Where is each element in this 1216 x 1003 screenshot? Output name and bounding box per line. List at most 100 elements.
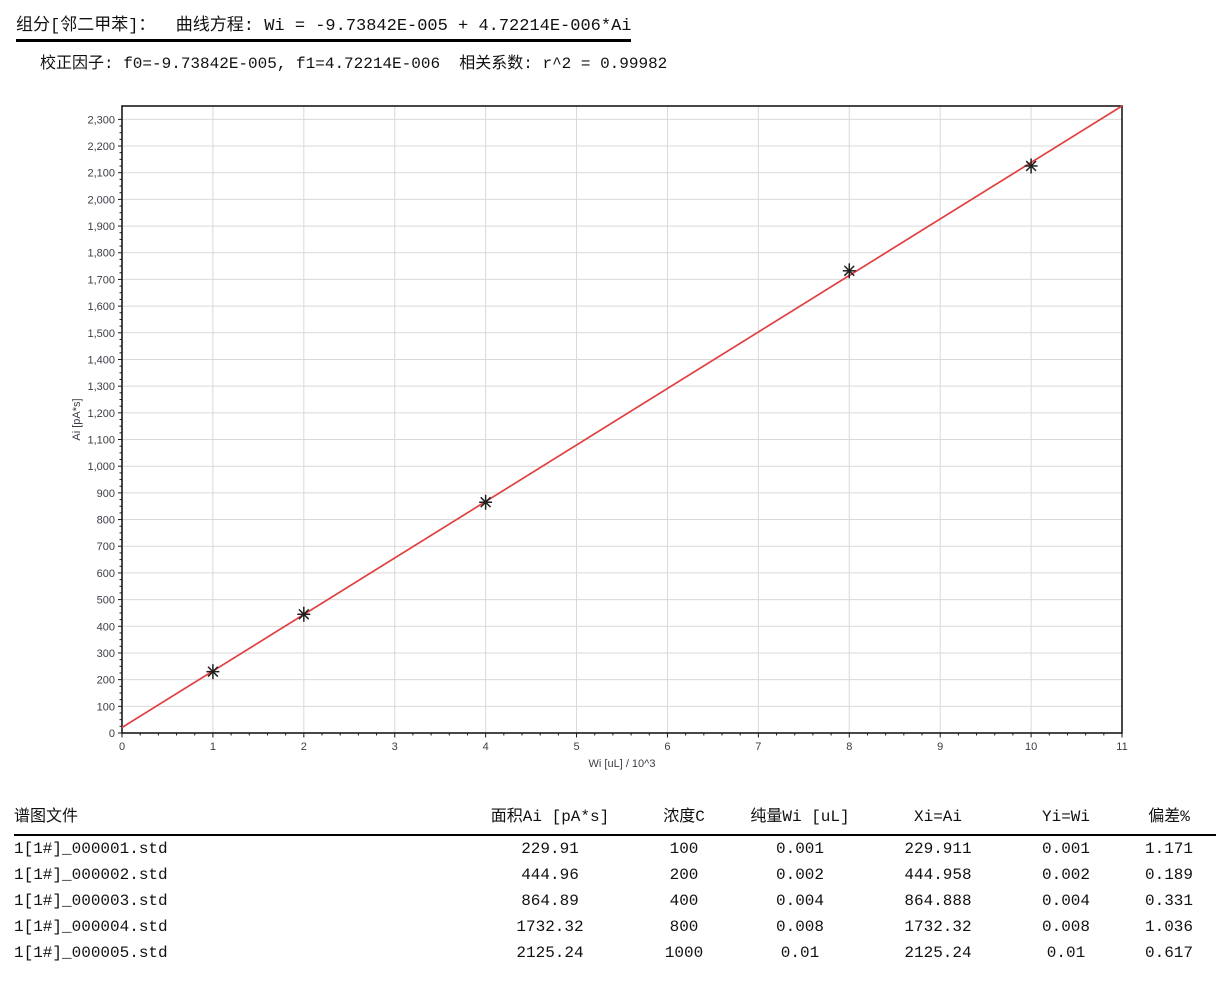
table-cell: 0.617 [1144,944,1193,962]
y-tick-label: 1,700 [87,274,115,286]
y-tick-label: 500 [97,595,115,607]
report-header: 组分[邻二甲苯]： 曲线方程: Wi = -9.73842E-005 + 4.7… [16,10,667,73]
table-cell: 0.004 [775,892,824,910]
table-cell: 444.96 [521,866,579,884]
y-tick-label: 1,300 [87,381,115,393]
marker-spoke [298,608,310,620]
x-axis-title: Wi [uL] / 10^3 [589,758,656,770]
y-tick-label: 2,200 [87,141,115,153]
table-cell: 0.004 [1041,892,1090,910]
table-cell: 1732.32 [516,918,584,936]
table-header-cell: Xi=Ai [913,808,962,826]
x-tick-label: 0 [119,741,125,753]
table-header-cell: 纯量Wi [uL] [750,808,850,826]
table-cell: 864.888 [904,892,972,910]
x-tick-label: 6 [664,741,670,753]
spectrum-file-cell: 1[1#]_000001.std [14,840,168,858]
data-point-marker [842,263,856,279]
table-cell: 0.002 [1041,866,1090,884]
table-cell: 444.958 [904,866,972,884]
table-cell: 1000 [664,944,704,962]
calibration-factors-line: 校正因子: f0=-9.73842E-005, f1=4.72214E-006 … [40,55,668,73]
y-tick-label: 400 [97,621,115,633]
table-header-cell: 面积Ai [pA*s] [490,808,610,826]
data-point-marker [297,606,311,622]
table-header-cell: 谱图文件 [14,808,79,826]
spectrum-file-cell: 1[1#]_000003.std [14,892,168,910]
marker-spoke [1025,160,1037,172]
calibration-fit-line [121,105,1123,729]
table-cell: 0.01 [1046,944,1086,962]
table-cell: 0.001 [775,840,824,858]
x-tick-label: 4 [483,741,489,753]
table-cell: 0.01 [780,944,820,962]
table-cell: 0.002 [775,866,824,884]
calibration-table: 谱图文件 面积Ai [pA*s] 浓度C 纯量Wi [uL] Xi=Ai Yi=Wi 偏差%… [14,802,1216,966]
x-tick-label: 3 [392,741,398,753]
table-cell: 1732.32 [904,918,972,936]
y-tick-label: 200 [97,675,115,687]
y-tick-label: 1,600 [87,301,115,313]
y-tick-label: 1,400 [87,354,115,366]
table-row: 1[1#]_000004.std 1732.32 800 0.008 1732.32 0.… [14,914,1216,940]
spectrum-file-cell: 1[1#]_000004.std [14,918,168,936]
table-cell: 0.331 [1144,892,1193,910]
table-cell: 1.171 [1144,840,1193,858]
y-tick-label: 100 [97,701,115,713]
calibration-table-header: 谱图文件 面积Ai [pA*s] 浓度C 纯量Wi [uL] Xi=Ai Yi=Wi 偏差% [14,802,1216,836]
data-point-marker [1024,158,1038,174]
table-cell: 1.036 [1144,918,1193,936]
table-header-cell: 浓度C [663,808,705,826]
x-tick-label: 7 [755,741,761,753]
y-tick-label: 1,100 [87,435,115,447]
calibration-table-body: 1[1#]_000001.std 229.91 100 0.001 229.911 0.0… [14,836,1216,966]
table-cell: 864.89 [521,892,579,910]
table-row: 1[1#]_000003.std 864.89 400 0.004 864.888 0.0… [14,888,1216,914]
table-cell: 2125.24 [516,944,584,962]
marker-spoke [207,666,219,678]
data-point-marker [206,664,220,680]
table-cell: 0.008 [775,918,824,936]
y-tick-label: 2,000 [87,194,115,206]
table-row: 1[1#]_000001.std 229.91 100 0.001 229.911 0.0… [14,836,1216,862]
x-tick-label: 11 [1116,741,1127,753]
table-cell: 2125.24 [904,944,972,962]
marker-spoke [480,496,492,508]
spectrum-file-cell: 1[1#]_000005.std [14,944,168,962]
y-tick-label: 1,800 [87,248,115,260]
y-tick-label: 900 [97,488,115,500]
table-cell: 400 [669,892,699,910]
x-tick-label: 8 [846,741,852,753]
x-tick-label: 2 [301,741,307,753]
y-tick-label: 700 [97,541,115,553]
table-cell: 800 [669,918,699,936]
table-cell: 200 [669,866,699,884]
table-header-cell: 偏差% [1148,808,1190,826]
table-row: 1[1#]_000002.std 444.96 200 0.002 444.958 0.0… [14,862,1216,888]
table-cell: 229.911 [904,840,972,858]
y-tick-label: 1,000 [87,461,115,473]
x-tick-label: 10 [1025,741,1037,753]
marker-spoke [843,265,855,277]
component-equation-title: 组分[邻二甲苯]： 曲线方程: Wi = -9.73842E-005 + 4.7… [16,10,632,42]
table-header-cell: Yi=Wi [1041,808,1090,826]
x-tick-label: 1 [210,741,216,753]
y-tick-label: 1,500 [87,328,115,340]
x-tick-label: 5 [573,741,579,753]
calibration-curve-chart: 0 100 200 300 400 500 600 700 800 900 1,000 1,100 1,… [0,90,1216,796]
y-tick-label: 600 [97,568,115,580]
y-tick-label: 1,900 [87,221,115,233]
y-axis-title: Ai [pA*s] [71,398,83,440]
y-tick-label: 2,300 [87,114,115,126]
table-cell: 100 [669,840,699,858]
table-cell: 229.91 [521,840,579,858]
x-tick-label: 9 [937,741,943,753]
spectrum-file-cell: 1[1#]_000002.std [14,866,168,884]
data-point-marker [479,494,493,510]
table-row: 1[1#]_000005.std 2125.24 1000 0.01 2125.24 0.… [14,940,1216,966]
y-tick-label: 2,100 [87,168,115,180]
table-cell: 0.008 [1041,918,1090,936]
y-tick-label: 0 [109,728,115,740]
y-tick-label: 800 [97,515,115,527]
y-tick-label: 300 [97,648,115,660]
